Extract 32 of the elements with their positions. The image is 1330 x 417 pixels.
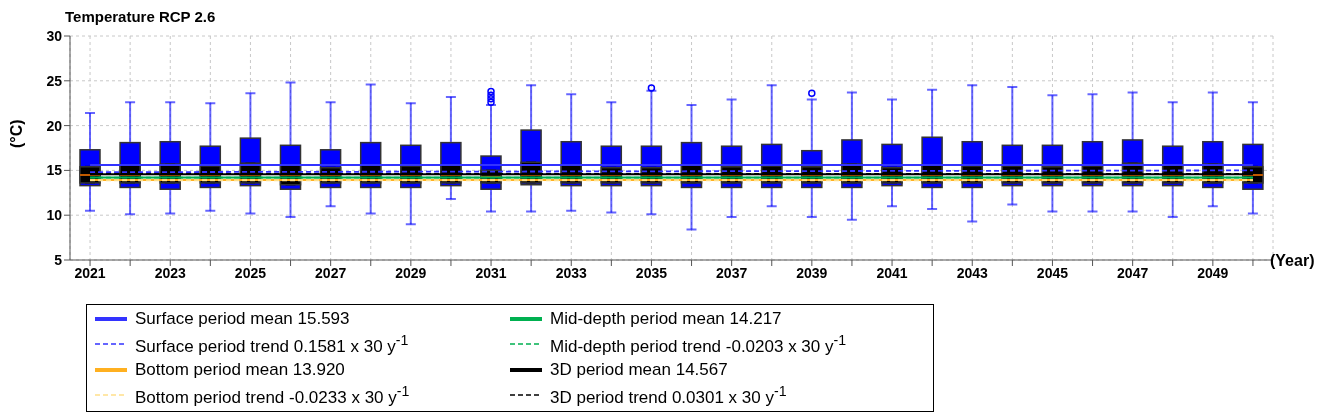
- legend-label: Bottom period trend -0.0233 x 30 y$^{-1}$: [135, 382, 410, 408]
- y-tick-label: 5: [54, 251, 63, 268]
- chart-title: Temperature RCP 2.6: [65, 8, 216, 25]
- legend-label: Mid-depth period trend -0.0203 x 30 y$^{-1}$: [550, 332, 847, 357]
- legend-label: 3D period mean 14.567: [550, 359, 728, 380]
- x-axis-title: (Year): [1270, 252, 1315, 270]
- x-tick-label: 2027: [315, 264, 347, 281]
- x-tick-label: 2021: [74, 264, 106, 281]
- legend-label: Mid-depth period mean 14.217: [550, 309, 782, 329]
- legend-label: Surface period trend 0.1581 x 30 y$^{-1}$: [135, 332, 409, 357]
- x-tick-label: 2049: [1197, 264, 1229, 281]
- legend-label: Bottom period mean 13.920: [135, 359, 345, 380]
- x-tick-label: 2033: [555, 264, 588, 281]
- y-tick-label: 10: [46, 207, 63, 224]
- x-tick-label: 2031: [475, 264, 507, 281]
- legend-label: Surface period mean 15.593: [135, 309, 350, 329]
- y-tick-label: 30: [46, 27, 63, 44]
- x-tick-label: 2041: [876, 264, 908, 281]
- legend-label: 3D period trend 0.0301 x 30 y$^{-1}$: [550, 382, 787, 408]
- y-tick-label: 20: [46, 117, 63, 134]
- x-tick-label: 2023: [154, 264, 187, 281]
- x-tick-label: 2025: [234, 264, 267, 281]
- y-axis-title: (°C): [7, 119, 25, 148]
- x-tick-label: 2029: [395, 264, 427, 281]
- x-tick-label: 2037: [716, 264, 748, 281]
- x-tick-label: 2045: [1036, 264, 1069, 281]
- x-tick-label: 2035: [635, 264, 668, 281]
- x-tick-label: 2039: [796, 264, 828, 281]
- x-tick-label: 2047: [1117, 264, 1149, 281]
- y-tick-label: 15: [46, 162, 63, 179]
- y-tick-label: 25: [46, 72, 63, 89]
- x-tick-label: 2043: [956, 264, 989, 281]
